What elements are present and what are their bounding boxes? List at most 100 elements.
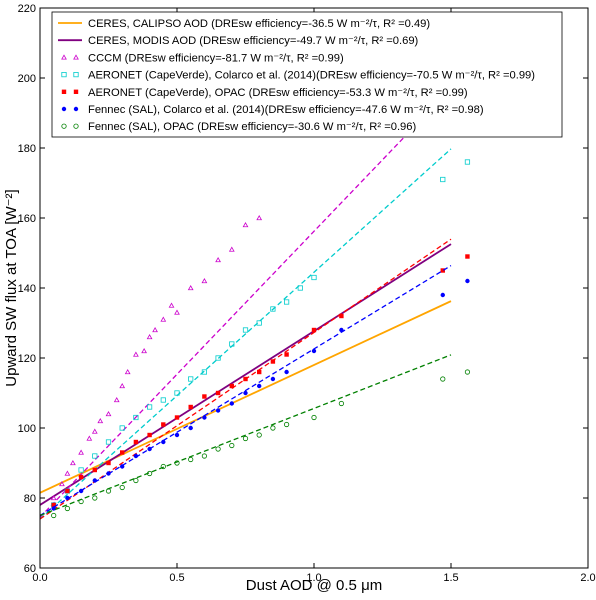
data-point <box>133 477 139 484</box>
data-point <box>120 450 125 455</box>
data-point <box>465 278 470 284</box>
data-point <box>51 506 56 511</box>
data-point <box>229 341 235 347</box>
data-point <box>78 488 84 494</box>
data-point <box>65 488 70 494</box>
x-axis-ticks: 0.0 0.5 1.0 1.5 2.0 <box>32 8 596 584</box>
legend-entry: AERONET (CapeVerde), OPAC (DREsw efficie… <box>61 87 468 99</box>
data-point <box>188 456 194 463</box>
data-point <box>174 415 180 420</box>
data-point <box>78 449 84 455</box>
data-point <box>229 401 234 406</box>
series-5 <box>40 265 470 517</box>
data-point <box>242 221 249 228</box>
data-point <box>133 453 139 459</box>
data-point <box>283 421 290 428</box>
data-point <box>243 390 248 396</box>
data-point <box>106 460 111 466</box>
data-point <box>78 498 84 505</box>
data-point <box>215 355 221 361</box>
data-point <box>147 470 153 477</box>
series-6 <box>40 354 471 519</box>
data-point <box>51 502 56 508</box>
data-point <box>97 417 104 424</box>
data-point <box>120 464 125 469</box>
data-point <box>119 382 126 389</box>
data-point <box>243 376 248 382</box>
legend-entry: CERES, MODIS AOD (DREsw efficiency=-49.7… <box>58 35 419 47</box>
data-point <box>119 425 125 431</box>
legend-label: Fennec (SAL), OPAC (DREsw efficiency=-30… <box>88 121 417 133</box>
data-point <box>105 410 112 417</box>
y-tick-label: 220 <box>18 3 36 15</box>
data-point <box>50 494 57 501</box>
legend-marker <box>61 123 67 129</box>
data-point <box>215 446 221 452</box>
data-point <box>229 383 234 389</box>
data-point <box>440 292 445 298</box>
legend: CERES, CALIPSO AOD (DREsw efficiency=-36… <box>51 11 563 138</box>
data-point <box>465 254 470 259</box>
legend-marker <box>73 72 79 78</box>
data-point <box>215 390 221 396</box>
data-point <box>187 284 194 291</box>
data-point <box>92 453 98 459</box>
data-point <box>64 505 71 512</box>
legend-marker <box>73 54 79 60</box>
data-point <box>215 408 221 413</box>
data-point <box>92 467 97 473</box>
data-point <box>78 474 84 480</box>
y-axis-ticks: 60 80 100 120 140 160 180 200 220 <box>18 3 588 575</box>
data-point <box>174 432 180 438</box>
data-point <box>270 425 276 431</box>
y-tick-label: 80 <box>24 493 36 505</box>
data-point <box>257 369 262 375</box>
data-point <box>270 359 276 364</box>
data-point <box>339 327 344 333</box>
data-point <box>188 404 193 410</box>
data-point <box>174 309 180 315</box>
data-point <box>147 446 152 452</box>
series-2 <box>40 87 452 518</box>
legend-label: Fennec (SAL), Colarco et al. (2014)(DREs… <box>88 104 484 116</box>
legend-marker <box>73 123 79 129</box>
legend-label: CCCM (DREsw efficiency=-81.7 W m⁻²/τ, R²… <box>88 52 344 64</box>
data-point <box>311 348 317 354</box>
y-axis-label: Upward SW flux at TOA [W⁻²] <box>3 189 20 386</box>
data-point <box>124 368 131 375</box>
data-point <box>70 459 76 466</box>
x-tick-label: 0.0 <box>32 572 47 584</box>
data-point <box>113 396 120 403</box>
data-point <box>92 495 98 501</box>
legend-box <box>51 11 563 138</box>
legend-label: CERES, MODIS AOD (DREsw efficiency=-49.7… <box>88 35 419 47</box>
data-point <box>188 425 193 431</box>
legend-marker <box>73 106 79 112</box>
data-point <box>147 432 152 438</box>
data-point <box>160 316 167 322</box>
data-point <box>106 471 111 476</box>
data-point <box>146 404 153 410</box>
data-point <box>338 400 344 407</box>
data-point <box>201 369 207 375</box>
data-point <box>242 327 249 333</box>
data-point <box>440 268 445 273</box>
y-tick-label: 180 <box>18 143 36 155</box>
data-point <box>311 274 317 281</box>
data-point <box>174 390 180 396</box>
data-point <box>257 383 262 389</box>
data-point <box>202 394 207 399</box>
data-point <box>201 453 207 459</box>
data-point <box>64 470 71 476</box>
legend-marker <box>61 72 67 78</box>
data-point <box>105 488 112 494</box>
data-point <box>133 414 139 421</box>
fit-line <box>40 243 452 506</box>
legend-marker <box>61 106 67 112</box>
data-point <box>311 414 317 421</box>
data-point <box>160 397 166 403</box>
data-point <box>161 439 166 445</box>
legend-entry: CCCM (DREsw efficiency=-81.7 W m⁻²/τ, R²… <box>61 52 344 64</box>
data-point <box>201 277 208 284</box>
data-point <box>440 376 446 382</box>
